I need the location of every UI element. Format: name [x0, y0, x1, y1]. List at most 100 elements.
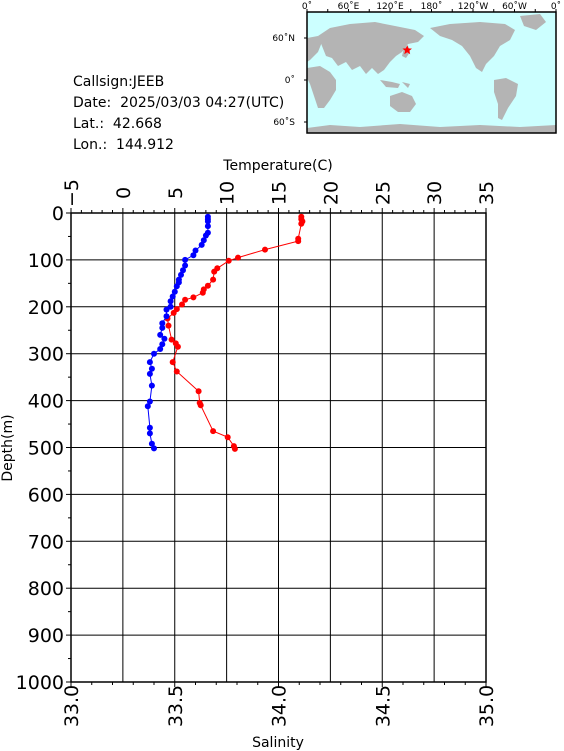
temperature-point — [298, 220, 305, 227]
map-tick-labels: 0˚ 60˚E 120˚E 180˚ 120˚W 60˚W 0˚ 60˚N 0˚ 60˚S — [272, 1, 561, 128]
temperature-tick-label: 25 — [372, 181, 394, 205]
salinity-tick-label: 33.0 — [61, 685, 83, 727]
temperature-point — [182, 296, 189, 303]
temperature-tick-label: 0 — [113, 187, 135, 199]
depth-tick-label: 0 — [52, 203, 64, 225]
temperature-point — [295, 238, 302, 245]
temperature-point — [169, 359, 176, 366]
temperature-point — [224, 434, 231, 441]
temperature-point — [179, 301, 185, 308]
temperature-tick-label: 35 — [476, 181, 498, 205]
salinity-point — [148, 365, 155, 372]
salinity-point — [180, 267, 186, 274]
callsign-text: Callsign:JEEB — [73, 74, 165, 90]
salinity-point — [151, 445, 157, 452]
map-lon-label: 120˚W — [458, 1, 489, 12]
salinity-point — [161, 335, 168, 342]
temperature-point — [170, 309, 177, 316]
longitude-text: Lon.: 144.912 — [73, 137, 174, 153]
temperature-point — [262, 246, 268, 253]
depth-tick-label: 200 — [28, 297, 64, 319]
temperature-point — [165, 322, 172, 329]
salinity-point — [159, 324, 166, 331]
salinity-point — [163, 306, 170, 313]
temperature-point — [235, 254, 241, 261]
temperature-point — [168, 336, 175, 343]
map-lat-label: 60˚S — [273, 117, 295, 128]
map-lon-label: 120˚E — [376, 1, 404, 12]
salinity-point — [182, 262, 189, 269]
salinity-point — [146, 359, 153, 366]
salinity-point — [169, 293, 176, 300]
map-lat-label: 60˚N — [272, 33, 295, 44]
salinity-point — [148, 440, 155, 447]
salinity-point — [151, 350, 157, 357]
temperature-point — [197, 402, 204, 409]
map-lon-label: 60˚E — [338, 1, 360, 12]
temperature-point — [195, 388, 202, 395]
land-greenland — [520, 14, 546, 30]
salinity-point — [178, 271, 184, 278]
depth-tick-label: 600 — [28, 484, 64, 506]
latitude-text: Lat.: 42.668 — [73, 116, 162, 132]
star-icon — [402, 45, 412, 55]
land-africa — [307, 36, 336, 108]
depth-tick-label: 800 — [28, 578, 64, 600]
land-south-america — [494, 78, 518, 120]
salinity-point — [163, 313, 170, 320]
temperature-point — [199, 289, 206, 296]
depth-tick-label: 400 — [28, 391, 64, 413]
depth-tick-label: 700 — [28, 531, 64, 553]
salinity-point — [144, 403, 151, 410]
land-australia — [390, 92, 416, 112]
temperature-tick-label: −5 — [61, 179, 83, 207]
temperature-axis-label: Temperature(C) — [222, 158, 332, 174]
salinity-point — [202, 232, 209, 239]
depth-tick-label: 100 — [28, 250, 64, 272]
station-info: Callsign:JEEB Date: 2025/03/03 04:27(UTC… — [73, 72, 284, 156]
temperature-point — [210, 276, 217, 283]
temperature-tick-label: 10 — [217, 181, 239, 205]
salinity-tick-label: 34.0 — [269, 685, 291, 727]
map-lon-label: 180˚ — [421, 1, 443, 12]
salinity-point — [204, 223, 211, 230]
land-antarctica — [307, 124, 556, 133]
temperature-point — [173, 368, 180, 375]
salinity-point — [167, 298, 174, 305]
map-frame — [304, 9, 557, 134]
date-text: Date: 2025/03/03 04:27(UTC) — [73, 95, 285, 111]
depth-axis-label: Depth(m) — [0, 414, 16, 481]
temperature-point — [231, 445, 238, 452]
map-land — [307, 14, 556, 133]
salinity-tick-label: 35.0 — [476, 685, 498, 727]
temperature-point — [190, 294, 197, 301]
salinity-tick-label: 34.5 — [372, 685, 394, 727]
map-lon-label: 0˚ — [551, 1, 561, 12]
salinity-point — [190, 252, 197, 259]
depth-tick-label: 300 — [28, 344, 64, 366]
map-lon-label: 0˚ — [302, 1, 312, 12]
salinity-point — [159, 320, 166, 327]
salinity-point — [182, 256, 189, 263]
salinity-point — [198, 241, 205, 248]
temperature-tick-label: 30 — [424, 181, 446, 205]
temperature-point — [204, 282, 211, 289]
depth-tick-label: 900 — [28, 625, 64, 647]
station-marker — [402, 45, 412, 55]
temperature-tick-label: 5 — [165, 187, 187, 199]
land-north-america — [430, 22, 515, 72]
temperature-profile-line — [166, 216, 303, 450]
salinity-point — [146, 398, 153, 405]
salinity-point — [200, 237, 207, 244]
salinity-point — [171, 288, 178, 295]
salinity-point — [204, 218, 211, 225]
depth-tick-label: 1000 — [16, 672, 64, 694]
land-indonesia — [380, 80, 410, 88]
temperature-point — [210, 428, 217, 435]
salinity-point — [146, 370, 153, 377]
salinity-tick-label: 33.5 — [165, 685, 187, 727]
salinity-point — [173, 283, 180, 290]
temperature-point — [211, 268, 218, 275]
